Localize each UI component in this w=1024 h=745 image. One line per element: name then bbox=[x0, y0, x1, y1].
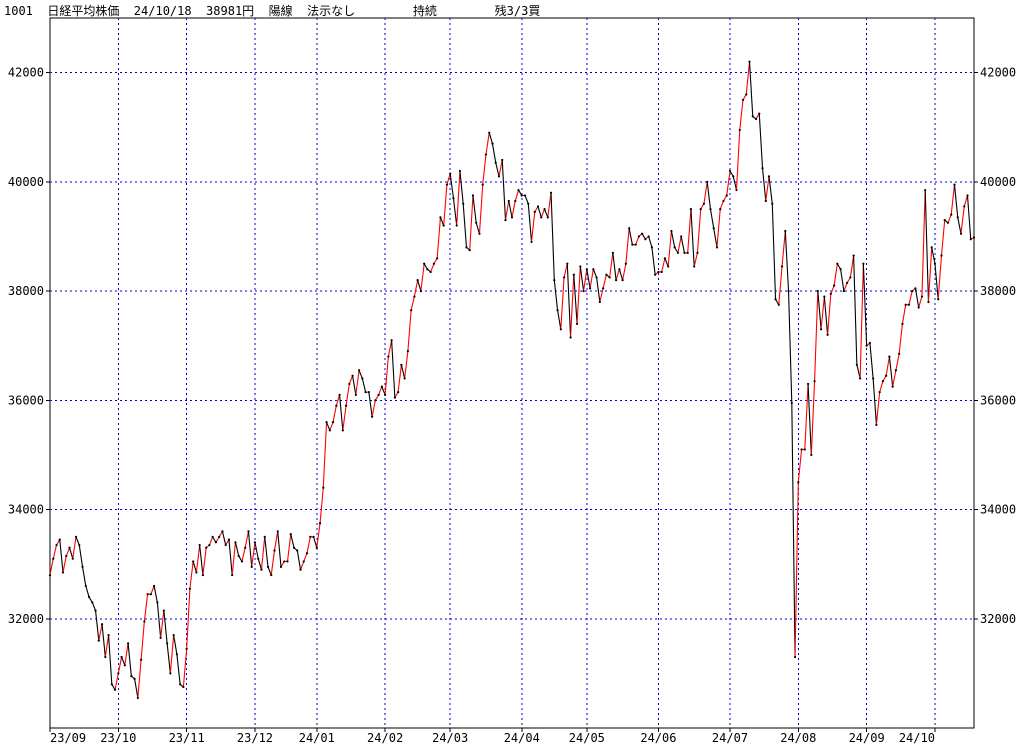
svg-text:42000: 42000 bbox=[980, 66, 1016, 80]
svg-text:24/10: 24/10 bbox=[899, 731, 935, 745]
svg-text:23/09: 23/09 bbox=[50, 731, 86, 745]
svg-text:24/03: 24/03 bbox=[432, 731, 468, 745]
svg-text:24/04: 24/04 bbox=[504, 731, 540, 745]
svg-text:24/06: 24/06 bbox=[640, 731, 676, 745]
svg-text:24/07: 24/07 bbox=[712, 731, 748, 745]
svg-text:24/01: 24/01 bbox=[299, 731, 335, 745]
svg-text:23/12: 23/12 bbox=[237, 731, 273, 745]
svg-text:36000: 36000 bbox=[8, 393, 44, 407]
svg-text:24/08: 24/08 bbox=[780, 731, 816, 745]
svg-text:24/05: 24/05 bbox=[569, 731, 605, 745]
svg-text:32000: 32000 bbox=[980, 612, 1016, 626]
svg-text:23/10: 23/10 bbox=[100, 731, 136, 745]
svg-text:34000: 34000 bbox=[980, 503, 1016, 517]
chart-canvas: 32000 32000 34000 34000 36000 36000 38000 38000… bbox=[0, 0, 1024, 745]
svg-text:32000: 32000 bbox=[8, 612, 44, 626]
svg-text:40000: 40000 bbox=[8, 175, 44, 189]
svg-text:34000: 34000 bbox=[8, 503, 44, 517]
svg-text:23/11: 23/11 bbox=[169, 731, 205, 745]
svg-text:38000: 38000 bbox=[8, 284, 44, 298]
svg-text:24/09: 24/09 bbox=[849, 731, 885, 745]
svg-text:38000: 38000 bbox=[980, 284, 1016, 298]
svg-text:36000: 36000 bbox=[980, 393, 1016, 407]
svg-text:42000: 42000 bbox=[8, 66, 44, 80]
svg-text:24/02: 24/02 bbox=[367, 731, 403, 745]
svg-text:40000: 40000 bbox=[980, 175, 1016, 189]
nikkei-chart: 32000 32000 34000 34000 36000 36000 38000 38000… bbox=[0, 0, 1024, 745]
